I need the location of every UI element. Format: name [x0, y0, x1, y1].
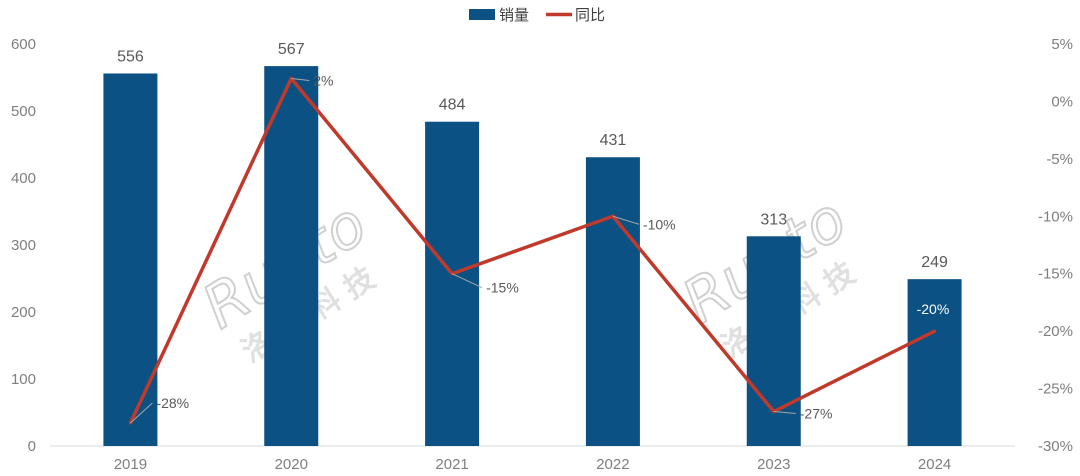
bar	[425, 121, 480, 446]
x-tick-label: 2021	[435, 456, 468, 473]
yoy-value-label: -28%	[156, 395, 189, 411]
yoy-value-label: -15%	[486, 280, 519, 296]
y-right-tick-label: -30%	[1038, 438, 1073, 455]
y-right-tick-label: -10%	[1038, 208, 1073, 225]
bar-value-label: 484	[439, 97, 466, 114]
yoy-value-label: -27%	[800, 406, 833, 422]
x-tick-label: 2020	[275, 456, 308, 473]
bar-value-label: 556	[117, 48, 144, 65]
x-tick-label: 2022	[596, 456, 629, 473]
bar	[907, 279, 962, 446]
label-leader-line	[451, 273, 483, 289]
legend-swatch-bar	[469, 9, 495, 20]
y-right-tick-label: 5%	[1051, 36, 1073, 53]
y-right-tick-label: -15%	[1038, 266, 1073, 283]
label-leader-line	[291, 77, 310, 81]
label-leader-line	[130, 402, 153, 424]
y-left-tick-label: 600	[11, 36, 36, 53]
label-leader-line	[612, 215, 640, 225]
bar	[585, 157, 640, 447]
y-right-tick-label: -5%	[1046, 151, 1073, 168]
y-right-tick-label: 0%	[1051, 93, 1073, 110]
y-left-tick-label: 0	[28, 438, 36, 455]
legend-label-line: 同比	[575, 6, 605, 24]
legend: 销量 同比	[469, 6, 605, 24]
y-left-tick-label: 200	[11, 304, 36, 321]
y-left-tick-label: 500	[11, 103, 36, 120]
x-tick-label: 2023	[757, 456, 790, 473]
line-value-labels: -28% 2% -15% -10% -27% -20%	[130, 72, 950, 424]
y-left-tick-label: 100	[11, 371, 36, 388]
yoy-line	[128, 76, 936, 424]
yoy-value-label: -20%	[917, 301, 950, 317]
legend-label-bar: 销量	[499, 6, 529, 24]
x-tick-label: 2019	[114, 456, 147, 473]
bar-value-label: 313	[760, 211, 787, 228]
y-right-tick-label: -20%	[1038, 323, 1073, 340]
yoy-value-label: 2%	[313, 72, 333, 88]
bar	[103, 73, 158, 446]
yoy-point	[933, 329, 937, 333]
bar-series	[103, 66, 962, 447]
y-axis-left: 0 100 200 300 400 500 600	[11, 36, 36, 455]
y-right-tick-label: -25%	[1038, 381, 1073, 398]
bar-value-label: 567	[278, 41, 305, 58]
label-leader-line	[773, 411, 796, 415]
yoy-value-label: -10%	[643, 216, 676, 232]
y-left-tick-label: 300	[11, 237, 36, 254]
bar-value-label: 431	[600, 132, 627, 149]
y-axis-right: 5% 0% -5% -10% -15% -20% -25% -30%	[1038, 36, 1073, 455]
bar	[746, 236, 801, 446]
y-left-tick-label: 400	[11, 170, 36, 187]
x-axis: 2019 2020 2021 2022 2023 2024	[50, 445, 1015, 473]
x-tick-label: 2024	[918, 456, 951, 473]
bar-value-label: 249	[921, 254, 948, 271]
bar-value-labels: 556 567 484 431 313 249	[117, 41, 948, 271]
bar	[264, 66, 319, 447]
